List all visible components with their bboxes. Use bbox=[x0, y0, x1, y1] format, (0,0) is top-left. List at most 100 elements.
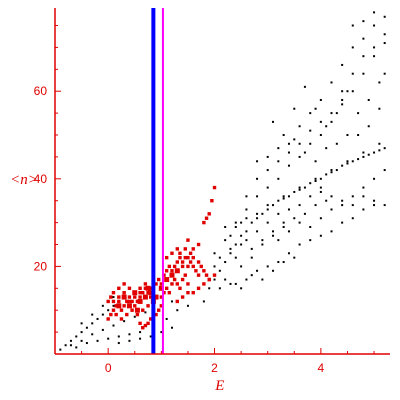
series-1-point bbox=[180, 264, 185, 269]
series-1-point bbox=[143, 323, 148, 328]
series-0-point bbox=[277, 160, 280, 163]
series-0-point bbox=[245, 278, 248, 281]
series-0-point bbox=[224, 225, 227, 228]
series-0-point bbox=[341, 98, 344, 101]
series-0-point bbox=[362, 37, 365, 40]
series-0-point bbox=[139, 331, 142, 334]
series-0-point bbox=[245, 208, 248, 211]
series-0-point bbox=[378, 142, 381, 145]
series-0-point bbox=[91, 333, 94, 336]
series-2 bbox=[116, 268, 180, 313]
series-1-point bbox=[114, 304, 118, 308]
series-1-point bbox=[167, 264, 172, 269]
series-1-point bbox=[196, 260, 201, 264]
series-1-point bbox=[183, 273, 187, 277]
series-0-point bbox=[144, 311, 147, 314]
series-0-point bbox=[160, 331, 163, 334]
series-1-point bbox=[180, 295, 185, 299]
series-0-point bbox=[383, 42, 386, 45]
series-0-point bbox=[298, 155, 301, 158]
series-0-point bbox=[341, 103, 344, 106]
series-1-point bbox=[164, 255, 169, 260]
series-0-point bbox=[335, 169, 338, 172]
series-0-point bbox=[287, 151, 290, 154]
series-1-point bbox=[127, 299, 132, 304]
series-1-point bbox=[186, 282, 190, 286]
series-1-point bbox=[186, 255, 190, 260]
series-0-point bbox=[234, 221, 237, 224]
series-0-point bbox=[319, 186, 322, 189]
series-0-point bbox=[309, 129, 312, 132]
series-0-point bbox=[293, 256, 296, 259]
series-1-point bbox=[172, 264, 177, 269]
series-0-point bbox=[314, 204, 317, 207]
series-0-point bbox=[256, 212, 259, 215]
series-1-point bbox=[130, 299, 134, 304]
series-1-point bbox=[133, 304, 137, 308]
series-0-point bbox=[149, 335, 152, 338]
series-0-point bbox=[319, 234, 322, 237]
series-0-point bbox=[202, 300, 205, 303]
series-2-point bbox=[153, 294, 159, 300]
series-0-point bbox=[107, 337, 110, 340]
series-0-point bbox=[367, 98, 370, 101]
series-0-point bbox=[319, 98, 322, 101]
series-0-point bbox=[335, 142, 338, 145]
series-1-point bbox=[204, 273, 209, 277]
series-0-point bbox=[293, 217, 296, 220]
series-0-point bbox=[272, 204, 275, 207]
series-1-point bbox=[162, 290, 166, 295]
series-1-point bbox=[196, 273, 201, 277]
series-0-point bbox=[101, 313, 104, 316]
series-1-point bbox=[138, 321, 142, 326]
series-1-point bbox=[178, 251, 182, 255]
series-1-point bbox=[125, 299, 129, 304]
y-axis-title: <n> bbox=[10, 172, 38, 188]
series-0-point bbox=[218, 256, 221, 259]
series-0-point bbox=[314, 177, 317, 180]
series-0-point bbox=[224, 239, 227, 242]
series-1-point bbox=[159, 282, 164, 286]
series-0-point bbox=[218, 269, 221, 272]
series-0-point bbox=[378, 149, 381, 152]
series-0-point bbox=[293, 107, 296, 110]
series-1-point bbox=[146, 304, 150, 308]
series-0-point bbox=[250, 274, 253, 277]
series-1-point bbox=[207, 277, 211, 282]
series-1-point bbox=[167, 290, 172, 295]
series-0-point bbox=[112, 304, 115, 307]
series-0-point bbox=[75, 335, 78, 338]
series-1-point bbox=[133, 295, 137, 299]
series-1-point bbox=[143, 286, 148, 290]
series-0-point bbox=[303, 212, 306, 215]
series-0-point bbox=[96, 339, 99, 342]
series-1-point bbox=[156, 277, 161, 282]
series-0-point bbox=[373, 11, 376, 14]
series-1-point bbox=[143, 282, 148, 286]
series-0-point bbox=[234, 243, 237, 246]
series-0-point bbox=[362, 195, 365, 198]
x-tick-label: 4 bbox=[318, 361, 325, 375]
series-0-point bbox=[330, 171, 333, 174]
series-0-point bbox=[282, 195, 285, 198]
series-0-point bbox=[256, 230, 259, 233]
series-0-point bbox=[314, 107, 317, 110]
series-0-point bbox=[303, 151, 306, 154]
series-1-point bbox=[138, 290, 142, 295]
series-0-point bbox=[287, 208, 290, 211]
series-1-point bbox=[125, 312, 129, 317]
series-0-point bbox=[298, 221, 301, 224]
series-0-point bbox=[383, 204, 386, 207]
series-0-point bbox=[362, 72, 365, 75]
series-0-point bbox=[351, 195, 354, 198]
series-0-point bbox=[256, 217, 259, 220]
series-0-point bbox=[293, 138, 296, 141]
series-0-point bbox=[298, 188, 301, 191]
series-1-point bbox=[170, 251, 174, 255]
series-0-point bbox=[282, 225, 285, 228]
series-0-point bbox=[357, 134, 360, 137]
series-0-point bbox=[287, 164, 290, 167]
series-1-point bbox=[117, 286, 121, 290]
series-0-point bbox=[351, 217, 354, 220]
series-0-point bbox=[117, 342, 120, 345]
